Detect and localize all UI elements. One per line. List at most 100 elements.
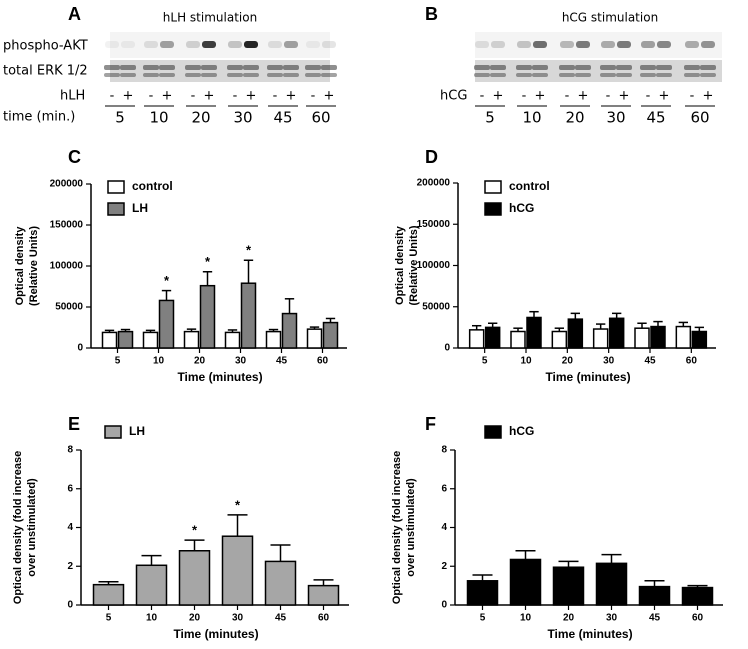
treatment-sign: + xyxy=(493,89,504,104)
treatment-sign: - xyxy=(110,89,115,104)
treatment-sign: - xyxy=(191,89,196,104)
blot-band xyxy=(201,65,217,70)
y-tick-label: 150000 xyxy=(417,219,451,230)
bar xyxy=(224,331,241,349)
time-label: 20 xyxy=(191,109,210,127)
row-label: phospho-AKT xyxy=(3,39,88,54)
x-tick-label: 10 xyxy=(146,613,158,624)
y-axis-label: Optical density xyxy=(14,226,26,306)
blot-band xyxy=(559,65,575,70)
blot-band xyxy=(575,65,591,70)
bar xyxy=(135,564,168,606)
bar xyxy=(510,330,526,349)
legend-label: hCG xyxy=(509,201,534,215)
blot-band xyxy=(321,65,337,70)
blot-band xyxy=(576,41,590,48)
legend-swatch xyxy=(484,425,502,439)
blot-band xyxy=(305,65,321,70)
blot-band xyxy=(701,41,715,48)
y-axis-label: Optical density xyxy=(394,225,406,305)
treatment-sign: + xyxy=(578,89,589,104)
y-tick-label: 4 xyxy=(67,522,73,533)
treatment-sign: + xyxy=(162,89,173,104)
blot-band xyxy=(640,73,656,77)
time-label: 60 xyxy=(311,109,330,127)
blot-band xyxy=(657,41,671,48)
y-tick-label: 8 xyxy=(441,445,447,456)
blot-band xyxy=(283,73,299,77)
bar xyxy=(595,562,628,606)
blot-band xyxy=(143,73,159,77)
y-tick-label: 4 xyxy=(441,522,447,533)
bar xyxy=(650,325,666,349)
bar xyxy=(526,316,542,349)
x-tick-label: 10 xyxy=(520,613,532,624)
bar xyxy=(608,317,625,349)
blot-band xyxy=(684,73,700,77)
bar xyxy=(199,284,216,349)
x-tick-label: 60 xyxy=(686,356,698,367)
y-tick-label: 0 xyxy=(444,343,450,354)
treatment-sign: + xyxy=(619,89,630,104)
treatment-sign: + xyxy=(204,89,215,104)
x-tick-label: 45 xyxy=(644,356,656,367)
legend-label: control xyxy=(509,179,550,193)
blot-band xyxy=(532,65,548,70)
blot-band xyxy=(685,41,699,48)
legend-label: LH xyxy=(129,424,145,438)
blot-band xyxy=(322,41,336,48)
treatment-sign: - xyxy=(480,89,485,104)
y-axis-label: (Relative Units) xyxy=(408,225,420,305)
time-label: 45 xyxy=(646,109,665,127)
y-axis-label: over unstimulated) xyxy=(405,478,417,577)
y-tick-label: 150000 xyxy=(50,220,84,231)
blot-band xyxy=(244,41,258,48)
blot-band xyxy=(306,41,320,48)
y-tick-label: 0 xyxy=(441,600,447,611)
legend-label: LH xyxy=(132,201,148,215)
blot-band xyxy=(283,65,299,70)
treatment-sign: + xyxy=(286,89,297,104)
blot-strip xyxy=(110,60,330,82)
blot-band xyxy=(641,41,655,48)
treatment-sign: - xyxy=(273,89,278,104)
blot-band xyxy=(227,65,243,70)
bar xyxy=(264,560,297,606)
blot-band xyxy=(517,41,531,48)
blot-band xyxy=(202,41,216,48)
time-label: 45 xyxy=(273,109,292,127)
treatment-sign: + xyxy=(324,89,335,104)
x-tick-label: 10 xyxy=(153,356,165,367)
treatment-sign: - xyxy=(311,89,316,104)
x-axis-label: Time (minutes) xyxy=(547,627,632,641)
blot-title: hCG stimulation xyxy=(562,11,658,25)
time-axis-label: time (min.) xyxy=(3,110,75,125)
bar xyxy=(158,299,175,349)
treatment-sign: - xyxy=(606,89,611,104)
blot-band xyxy=(243,65,259,70)
x-tick-label: 60 xyxy=(318,613,330,624)
treatment-sign: + xyxy=(535,89,546,104)
significance-marker: * xyxy=(235,497,241,512)
treatment-sign: - xyxy=(149,89,154,104)
blot-band xyxy=(532,73,548,77)
y-tick-label: 100000 xyxy=(417,260,451,271)
x-tick-label: 10 xyxy=(520,356,532,367)
blot-strip xyxy=(110,32,330,58)
x-tick-label: 45 xyxy=(276,356,288,367)
y-tick-label: 0 xyxy=(77,343,83,354)
blot-band xyxy=(600,65,616,70)
legend-swatch xyxy=(107,180,125,194)
blot-band xyxy=(305,73,321,77)
bar xyxy=(178,550,211,606)
bar xyxy=(306,328,323,349)
bar xyxy=(117,330,134,349)
blot-strip xyxy=(475,32,722,58)
blot-band xyxy=(516,73,532,77)
panel-label: C xyxy=(68,147,81,167)
y-axis-label: (Relative Units) xyxy=(28,226,40,306)
x-tick-label: 60 xyxy=(692,613,704,624)
blot-band xyxy=(268,41,282,48)
blot-band xyxy=(601,41,615,48)
